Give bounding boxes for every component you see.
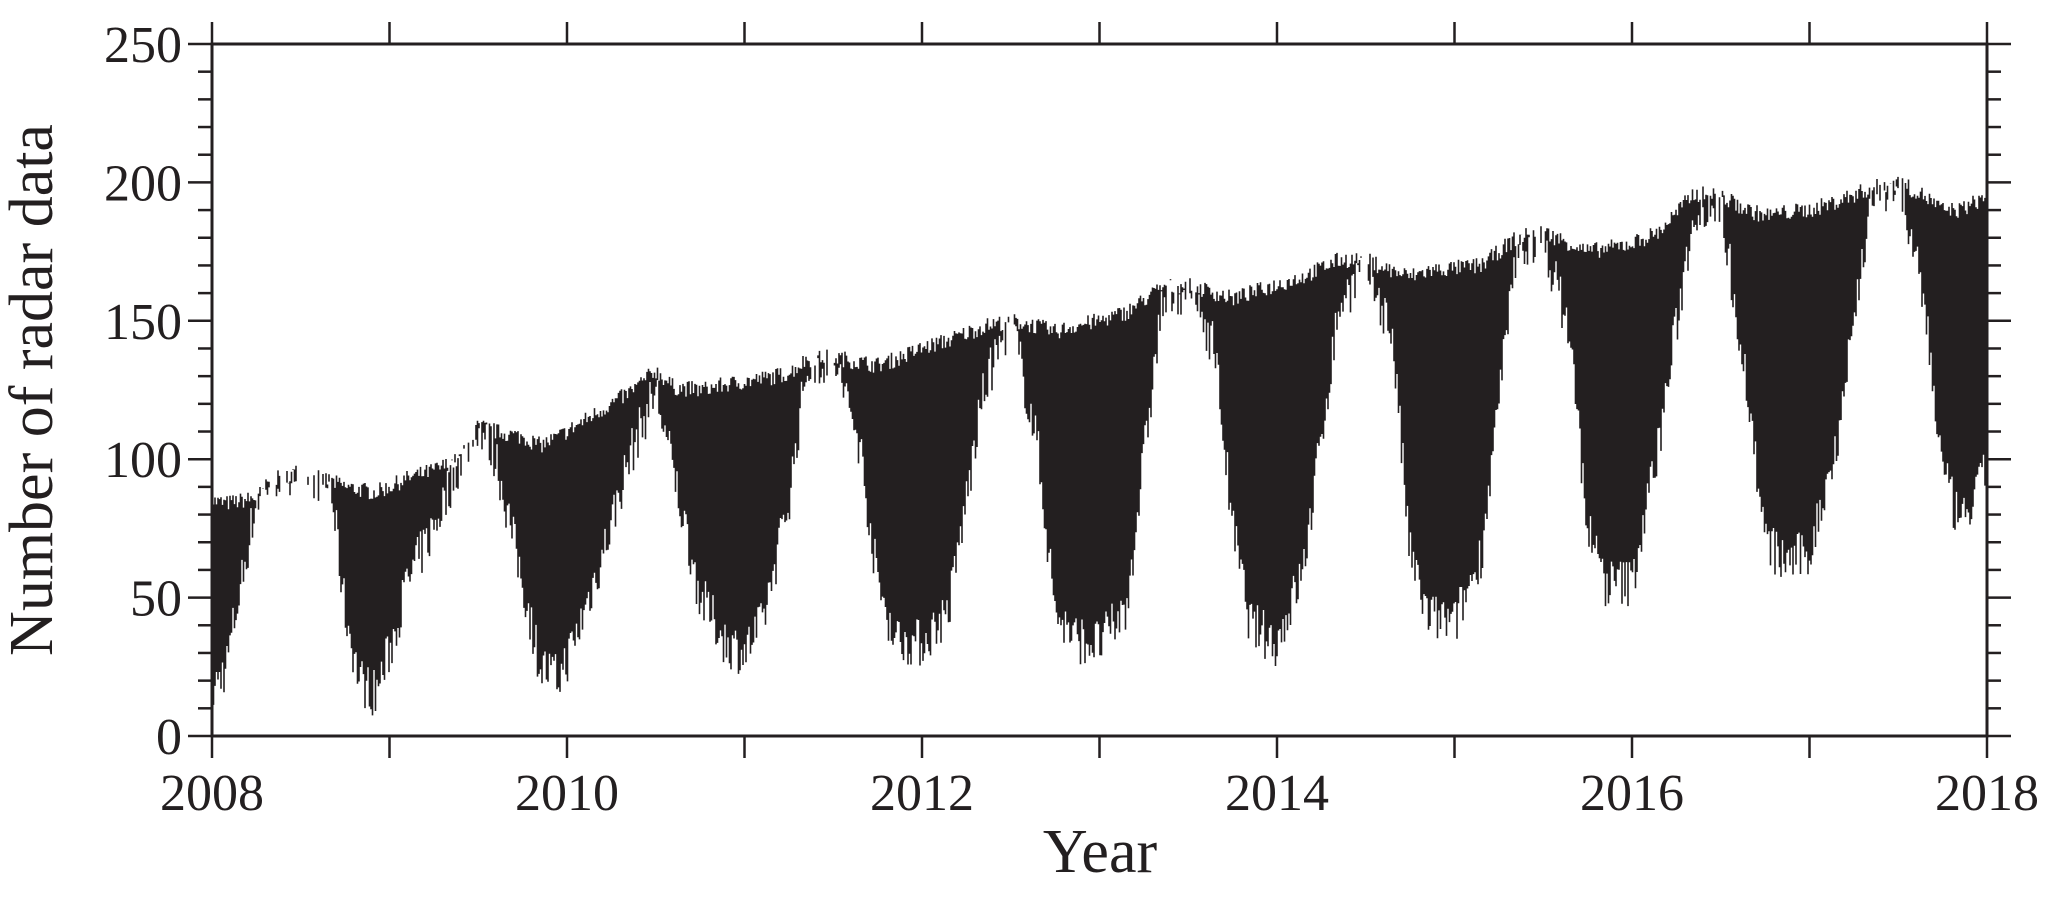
data-series	[211, 176, 1988, 716]
x-tick-label: 2014	[1225, 765, 1329, 822]
y-tick-label: 0	[156, 709, 182, 766]
y-tick-label: 150	[104, 294, 182, 351]
plot-frame	[210, 42, 1989, 738]
y-tick-label: 50	[130, 571, 182, 628]
plot-area	[211, 176, 1988, 716]
axis-ticks	[188, 22, 2011, 758]
tick-labels: 2008 2010 2012 2014 2016 2018 0 50 100 150 200 250	[104, 17, 2039, 822]
y-tick-label: 250	[104, 17, 182, 74]
x-tick-label: 2016	[1580, 765, 1684, 822]
y-tick-label: 200	[104, 155, 182, 212]
x-tick-label: 2010	[515, 765, 619, 822]
y-axis-title: Number of radar data	[0, 124, 66, 656]
x-tick-label: 2018	[1935, 765, 2039, 822]
x-tick-label: 2012	[870, 765, 974, 822]
x-tick-label: 2008	[160, 765, 264, 822]
x-axis-title: Year	[1043, 818, 1158, 886]
y-tick-label: 100	[104, 432, 182, 489]
